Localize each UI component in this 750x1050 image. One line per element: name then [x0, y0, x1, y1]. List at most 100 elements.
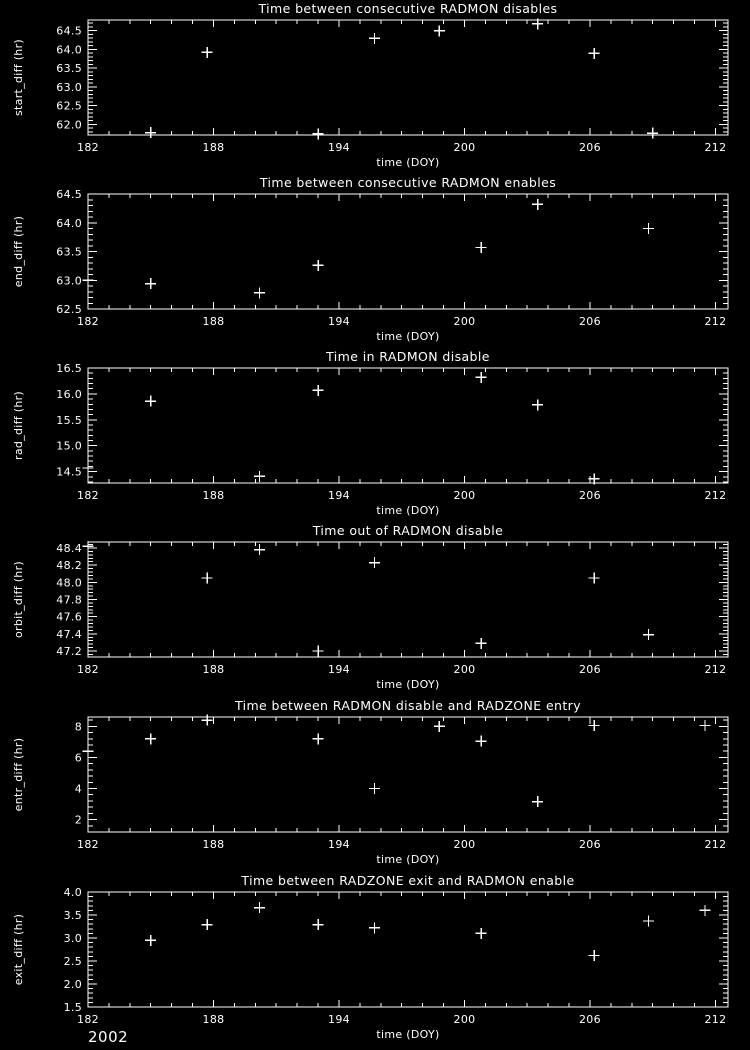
- data-point: [532, 198, 544, 210]
- x-tick-label: 194: [328, 663, 350, 676]
- x-tick-label: 188: [203, 1013, 225, 1026]
- y-tick-label: 64.0: [56, 217, 82, 230]
- y-tick-label: 47.8: [56, 594, 82, 607]
- x-tick-label: 212: [704, 141, 726, 154]
- x-tick-label: 200: [454, 663, 476, 676]
- x-tick-label: 188: [203, 315, 225, 328]
- data-point: [369, 557, 381, 569]
- x-axis-label: time (DOY): [376, 330, 439, 343]
- y-tick-label: 15.0: [56, 440, 82, 453]
- data-point: [369, 32, 381, 44]
- y-tick-label: 62.0: [56, 118, 82, 131]
- data-point: [312, 259, 324, 271]
- data-point: [145, 934, 157, 946]
- chart-panel-2: Time between consecutive RADMON enables 1…: [0, 174, 750, 348]
- y-axis-label: end_diff (hr): [12, 216, 25, 287]
- chart-panel-3: Time in RADMON disable 182 188 194 200 206 212…: [0, 348, 750, 522]
- year-label: 2002: [88, 1028, 129, 1046]
- y-tick-label: 14.5: [56, 466, 82, 479]
- y-tick-label: 63.5: [56, 246, 82, 259]
- x-tick-label: 212: [704, 1013, 726, 1026]
- x-tick-label: 182: [77, 141, 99, 154]
- y-tick-label: 48.2: [56, 559, 82, 572]
- y-tick-label: 3.5: [64, 909, 82, 922]
- x-tick-label: 188: [203, 838, 225, 851]
- y-axis-label: start_diff (hr): [12, 39, 25, 116]
- data-series: [145, 902, 711, 961]
- x-tick-label: 206: [579, 315, 601, 328]
- data-point: [532, 796, 544, 808]
- y-tick-label: 63.0: [56, 81, 82, 94]
- y-tick-label: 2: [75, 814, 82, 827]
- y-tick-label: 4.0: [64, 886, 82, 899]
- data-series: [82, 714, 711, 808]
- data-point: [312, 645, 324, 657]
- data-point: [699, 720, 711, 732]
- y-tick-label: 63.0: [56, 274, 82, 287]
- y-axis-label: exit_diff (hr): [12, 914, 25, 986]
- panel-title: Time between RADMON disable and RADZONE …: [234, 698, 581, 713]
- x-tick-label: 182: [77, 838, 99, 851]
- y-tick-label: 16.5: [56, 362, 82, 375]
- x-tick-label: 200: [454, 1013, 476, 1026]
- data-point: [145, 395, 157, 407]
- data-point: [254, 544, 266, 556]
- y-tick-label: 8: [75, 720, 82, 733]
- panel-title: Time in RADMON disable: [325, 349, 490, 364]
- data-point: [699, 904, 711, 916]
- data-point: [312, 384, 324, 396]
- data-point: [433, 25, 445, 37]
- y-axis-label: entr_diff (hr): [12, 738, 25, 812]
- data-point: [643, 915, 655, 927]
- x-tick-label: 188: [203, 141, 225, 154]
- chart-panel-6: Time between RADZONE exit and RADMON ena…: [0, 872, 750, 1046]
- chart-panel-1: Time between consecutive RADMON disables…: [0, 0, 750, 174]
- x-tick-label: 194: [328, 1013, 350, 1026]
- x-tick-label: 206: [579, 489, 601, 502]
- x-tick-label: 212: [704, 838, 726, 851]
- data-point: [643, 223, 655, 234]
- y-tick-label: 48.0: [56, 576, 82, 589]
- data-point: [82, 540, 94, 552]
- y-tick-label: 2.5: [64, 955, 82, 968]
- data-point: [369, 922, 381, 934]
- data-point: [82, 745, 94, 757]
- x-tick-label: 182: [77, 663, 99, 676]
- data-series: [82, 371, 600, 485]
- x-tick-label: 182: [77, 315, 99, 328]
- y-tick-label: 3.0: [64, 932, 82, 945]
- data-point: [433, 720, 445, 732]
- y-tick-label: 4: [75, 782, 82, 795]
- x-tick-label: 182: [77, 1013, 99, 1026]
- x-tick-label: 206: [579, 838, 601, 851]
- data-point: [201, 919, 213, 931]
- data-point: [532, 18, 544, 30]
- x-tick-label: 206: [579, 1013, 601, 1026]
- x-tick-label: 200: [454, 315, 476, 328]
- x-tick-label: 194: [328, 838, 350, 851]
- x-tick-label: 194: [328, 315, 350, 328]
- chart-panel-4: Time out of RADMON disable 182 188 194 200 20…: [0, 522, 750, 696]
- data-point: [475, 637, 487, 649]
- x-tick-label: 212: [704, 315, 726, 328]
- y-tick-label: 48.4: [56, 542, 82, 555]
- chart-panel-5: Time between RADMON disable and RADZONE …: [0, 697, 750, 871]
- x-tick-label: 206: [579, 663, 601, 676]
- data-point: [254, 902, 266, 914]
- x-tick-label: 194: [328, 141, 350, 154]
- y-tick-label: 16.0: [56, 388, 82, 401]
- data-point: [588, 572, 600, 584]
- y-tick-label: 47.4: [56, 628, 82, 641]
- data-point: [254, 470, 266, 482]
- y-tick-label: 64.0: [56, 43, 82, 56]
- y-tick-label: 64.5: [56, 25, 82, 38]
- x-tick-label: 200: [454, 838, 476, 851]
- y-tick-label: 47.2: [56, 645, 82, 658]
- data-point: [532, 399, 544, 411]
- y-axis-label: rad_diff (hr): [12, 391, 25, 460]
- data-point: [643, 629, 655, 641]
- y-tick-label: 62.5: [56, 303, 82, 316]
- data-point: [475, 241, 487, 253]
- data-point: [145, 127, 157, 139]
